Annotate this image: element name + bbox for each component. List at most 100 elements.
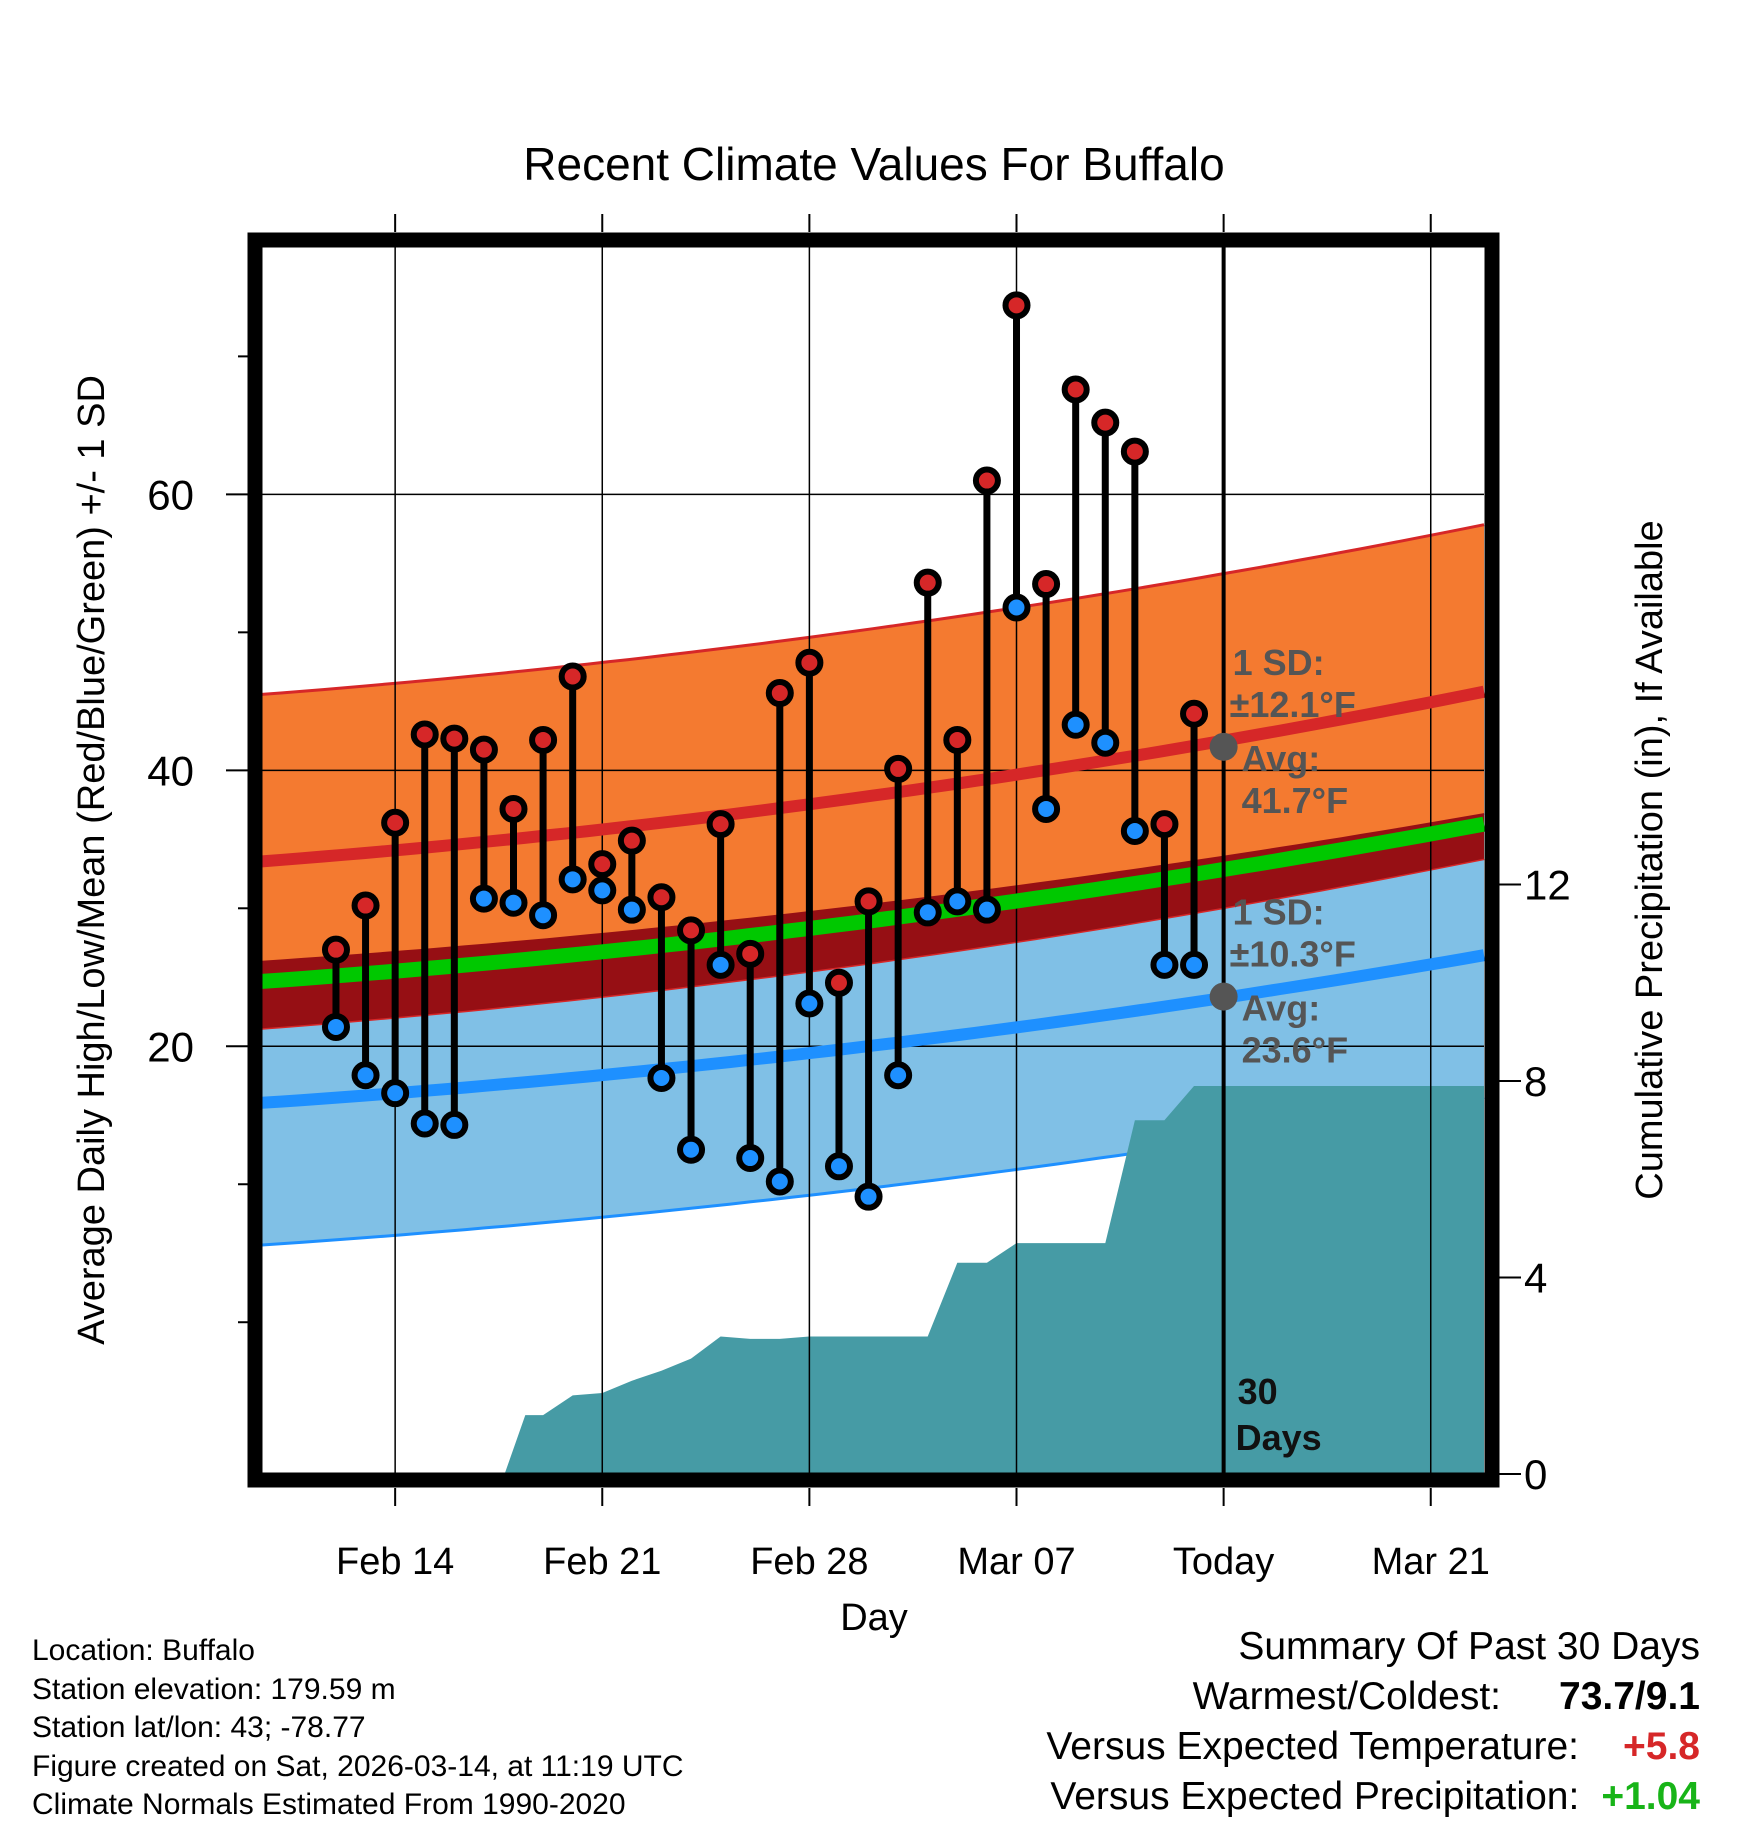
- high-point-26: [1091, 408, 1120, 437]
- high-point-15: [765, 679, 794, 708]
- y-axis-label: Average Daily High/Low/Mean (Red/Blue/Gr…: [71, 375, 113, 1345]
- precipitation-anomaly-label: Versus Expected Precipitation:: [1050, 1775, 1580, 1818]
- x-tick-label-0: Feb 14: [336, 1541, 454, 1583]
- high-point-22: [972, 466, 1001, 495]
- low-point-22: [972, 895, 1001, 924]
- high-point-6: [499, 794, 528, 823]
- y-tick-label-0: 20: [147, 1023, 194, 1070]
- high-point-27: [1120, 437, 1149, 466]
- temperature-anomaly-value: +5.8: [1623, 1725, 1700, 1768]
- low-point-29: [1180, 950, 1209, 979]
- high-point-29: [1180, 699, 1209, 728]
- normal-low-line: [261, 949, 1486, 1109]
- low-point-21: [943, 887, 972, 916]
- high-point-14: [736, 939, 765, 968]
- high-avg-label: Avg:: [1242, 738, 1321, 779]
- x-tick-label-4: Today: [1173, 1541, 1274, 1583]
- low-point-12: [677, 1135, 706, 1164]
- low-point-24: [1032, 794, 1061, 823]
- high-point-2: [381, 808, 410, 837]
- high-point-21: [943, 725, 972, 754]
- low-point-11: [647, 1064, 676, 1093]
- low-point-18: [854, 1182, 883, 1211]
- x-tick-label-5: Mar 21: [1372, 1541, 1490, 1583]
- low-point-27: [1120, 817, 1149, 846]
- axes: Feb 14 Feb 21 Feb 28 Mar 07 Today Mar 21 20 4 0 6…: [147, 214, 1571, 1583]
- days-text-label: Days: [1236, 1417, 1322, 1458]
- low-point-2: [381, 1079, 410, 1108]
- high-sd-band-upper-edge: [261, 523, 1485, 696]
- precipitation-area: [504, 1086, 1485, 1474]
- low-point-9: [588, 876, 617, 905]
- low-point-23: [1002, 593, 1031, 622]
- high-point-11: [647, 883, 676, 912]
- high-point-28: [1150, 810, 1179, 839]
- high-point-8: [558, 662, 587, 691]
- y2-tick-label-1: 4: [1524, 1255, 1547, 1302]
- low-avg-label: Avg:: [1242, 988, 1321, 1029]
- high-point-5: [469, 735, 498, 764]
- low-sd-label: 1 SD:: [1233, 892, 1325, 933]
- y2-tick-label-2: 8: [1524, 1058, 1547, 1105]
- low-point-15: [765, 1167, 794, 1196]
- low-sd-value: ±10.3°F: [1230, 934, 1356, 975]
- x-tick-label-2: Feb 28: [750, 1541, 868, 1583]
- plot-frame: [247, 232, 1500, 1488]
- plot-border: [247, 232, 1500, 1488]
- low-point-10: [617, 895, 646, 924]
- created-text: Figure created on Sat, 2026-03-14, at 11…: [32, 1749, 684, 1783]
- precipitation-fill: [504, 1086, 1485, 1474]
- high-point-12: [677, 916, 706, 945]
- summary-title: Summary Of Past 30 Days: [1238, 1625, 1700, 1668]
- chart-title: Recent Climate Values For Buffalo: [523, 138, 1224, 190]
- low-point-0: [321, 1012, 350, 1041]
- location-text: Location: Buffalo: [32, 1634, 255, 1667]
- high-point-9: [588, 850, 617, 879]
- today-avg-high-marker: [1209, 732, 1238, 761]
- low-point-28: [1150, 950, 1179, 979]
- y-tick-label-2: 60: [147, 471, 194, 518]
- high-point-16: [795, 648, 824, 677]
- high-avg-value: 41.7°F: [1242, 780, 1348, 821]
- low-point-20: [913, 898, 942, 927]
- high-point-23: [1002, 291, 1031, 320]
- low-point-7: [529, 901, 558, 930]
- low-point-26: [1091, 728, 1120, 757]
- daily-points: [321, 291, 1209, 1211]
- high-point-18: [854, 887, 883, 916]
- high-point-10: [617, 826, 646, 855]
- low-point-17: [824, 1152, 853, 1181]
- days-count-label: 30: [1238, 1371, 1278, 1412]
- high-point-20: [913, 568, 942, 597]
- today-avg-low-marker: [1209, 982, 1238, 1011]
- low-point-4: [440, 1110, 469, 1139]
- y2-tick-label-3: 12: [1524, 862, 1571, 909]
- summary-title-row: Summary Of Past 30 Days: [920, 1625, 1700, 1675]
- high-point-13: [706, 810, 735, 839]
- normal-lines: [261, 685, 1486, 1109]
- warmest-coldest-value: 73.7/9.1: [1559, 1675, 1700, 1718]
- low-point-19: [884, 1061, 913, 1090]
- temperature-anomaly-row: Versus Expected Temperature: +5.8: [920, 1725, 1700, 1775]
- x-tick-label-1: Feb 21: [543, 1541, 661, 1583]
- high-point-7: [529, 725, 558, 754]
- station-info: Location: Buffalo Station elevation: 179…: [32, 1632, 684, 1825]
- high-point-0: [321, 935, 350, 964]
- low-point-1: [351, 1061, 380, 1090]
- high-point-19: [884, 754, 913, 783]
- high-point-17: [824, 968, 853, 997]
- low-point-25: [1061, 710, 1090, 739]
- summary-panel: Summary Of Past 30 Days Warmest/Coldest:…: [920, 1625, 1700, 1825]
- y2-tick-label-0: 0: [1524, 1451, 1547, 1498]
- low-point-6: [499, 888, 528, 917]
- x-tick-label-3: Mar 07: [957, 1541, 1075, 1583]
- high-point-1: [351, 891, 380, 920]
- high-point-3: [410, 720, 439, 749]
- high-point-25: [1061, 375, 1090, 404]
- latlon-text: Station lat/lon: 43; -78.77: [32, 1711, 366, 1744]
- low-point-5: [469, 884, 498, 913]
- elevation-text: Station elevation: 179.59 m: [32, 1672, 396, 1706]
- warmest-coldest-row: Warmest/Coldest: 73.7/9.1: [920, 1675, 1700, 1725]
- normals-text: Climate Normals Estimated From 1990-2020: [32, 1788, 626, 1821]
